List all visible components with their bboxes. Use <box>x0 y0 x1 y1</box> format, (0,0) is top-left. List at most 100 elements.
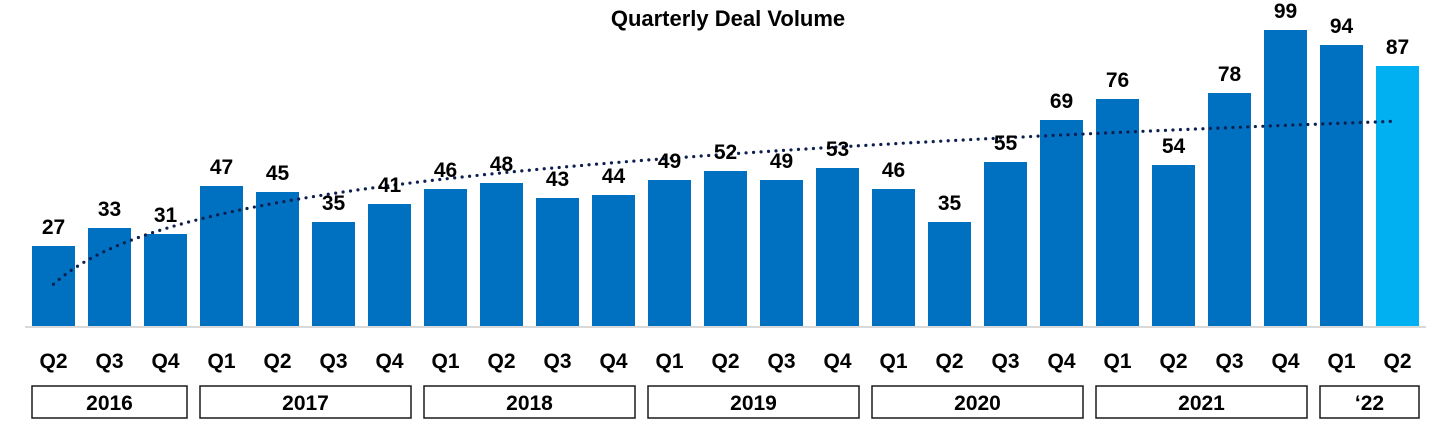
year-box <box>1319 385 1420 419</box>
bar <box>1040 120 1083 327</box>
bar <box>256 192 299 327</box>
data-label: 54 <box>1162 135 1186 158</box>
chart-title: Quarterly Deal Volume <box>611 6 845 31</box>
data-label: 31 <box>154 204 178 227</box>
quarter-tick-label: Q3 <box>95 350 123 373</box>
data-label: 87 <box>1386 36 1409 59</box>
data-label: 99 <box>1274 0 1297 23</box>
year-label: 2018 <box>506 392 553 415</box>
bar <box>480 183 523 327</box>
data-label: 33 <box>98 198 121 221</box>
value-labels-group: 27 33 31 47 45 35 41 46 48 43 44 49 52 49 53 46 35 55 69 76… <box>42 0 1409 239</box>
bar <box>200 186 243 327</box>
quarter-tick-label: Q2 <box>711 350 739 373</box>
bar <box>1208 93 1251 327</box>
bar <box>144 234 187 327</box>
data-label: 35 <box>938 192 962 215</box>
quarter-tick-label: Q1 <box>879 350 907 373</box>
quarter-tick-label: Q1 <box>655 350 683 373</box>
bar <box>424 189 467 327</box>
bar <box>1264 30 1307 327</box>
data-label: 49 <box>770 150 793 173</box>
quarter-tick-label: Q2 <box>1383 350 1411 373</box>
bar <box>536 198 579 327</box>
data-label: 46 <box>434 159 457 182</box>
year-group: ‘22 <box>1319 385 1420 419</box>
quarter-tick-label: Q4 <box>1271 350 1299 373</box>
data-label: 35 <box>322 192 346 215</box>
quarter-tick-label: Q1 <box>1327 350 1355 373</box>
quarter-tick-label: Q3 <box>1215 350 1243 373</box>
data-label: 48 <box>490 153 514 176</box>
bar <box>1320 45 1363 327</box>
quarter-tick-label: Q2 <box>487 350 515 373</box>
quarter-tick-label: Q2 <box>263 350 291 373</box>
quarter-labels-group: Q2 Q3 Q4 Q1 Q2 Q3 Q4 Q1 Q2 Q3 Q4 Q1 Q2 Q3 Q4 Q1 Q2 Q3 Q4 Q1… <box>39 350 1411 373</box>
year-label: 2021 <box>1178 392 1225 415</box>
data-label: 46 <box>882 159 905 182</box>
year-label: 2019 <box>730 392 777 415</box>
trendline <box>51 119 1400 286</box>
quarter-tick-label: Q2 <box>935 350 963 373</box>
quarter-tick-label: Q4 <box>375 350 403 373</box>
year-label: 2020 <box>954 392 1001 415</box>
bar <box>368 204 411 327</box>
quarter-tick-label: Q2 <box>1159 350 1187 373</box>
data-label: 69 <box>1050 90 1073 113</box>
year-box <box>871 385 1084 419</box>
bar <box>592 195 635 327</box>
quarter-tick-label: Q2 <box>39 350 67 373</box>
bar <box>1376 66 1419 327</box>
year-label: 2017 <box>282 392 329 415</box>
data-label: 76 <box>1106 69 1129 92</box>
year-groups: 2016 2017 2018 2019 2020 2021 ‘22 <box>31 385 1420 419</box>
data-label: 43 <box>546 168 569 191</box>
quarter-tick-label: Q4 <box>151 350 179 373</box>
year-group: 2021 <box>1095 385 1308 419</box>
bar <box>1096 99 1139 327</box>
quarter-tick-label: Q1 <box>431 350 459 373</box>
bar <box>984 162 1027 327</box>
data-label: 27 <box>42 216 65 239</box>
quarter-tick-label: Q3 <box>767 350 795 373</box>
data-label: 49 <box>658 150 681 173</box>
year-group: 2018 <box>423 385 636 419</box>
year-box <box>423 385 636 419</box>
data-label: 44 <box>602 165 626 188</box>
data-label: 94 <box>1330 15 1354 38</box>
quarter-tick-label: Q3 <box>991 350 1019 373</box>
year-group: 2020 <box>871 385 1084 419</box>
bar <box>312 222 355 327</box>
year-box <box>647 385 860 419</box>
bar <box>872 189 915 327</box>
year-group: 2019 <box>647 385 860 419</box>
data-label: 47 <box>210 156 233 179</box>
bar <box>704 171 747 327</box>
data-label: 53 <box>826 138 849 161</box>
quarter-tick-label: Q4 <box>599 350 627 373</box>
year-group: 2016 <box>31 385 188 419</box>
bar <box>32 246 75 327</box>
bar <box>816 168 859 327</box>
quarter-tick-label: Q4 <box>1047 350 1075 373</box>
bar <box>928 222 971 327</box>
bar <box>88 228 131 327</box>
data-label: 55 <box>994 132 1018 155</box>
quarter-tick-label: Q3 <box>319 350 347 373</box>
quarter-tick-label: Q4 <box>823 350 851 373</box>
year-box <box>31 385 188 419</box>
data-label: 78 <box>1218 63 1242 86</box>
bar <box>648 180 691 327</box>
year-box <box>1095 385 1308 419</box>
quarter-tick-label: Q3 <box>543 350 571 373</box>
data-label: 52 <box>714 141 737 164</box>
bars-group <box>32 30 1419 327</box>
year-label: 2016 <box>86 392 133 415</box>
year-group: 2017 <box>199 385 412 419</box>
year-label: ‘22 <box>1355 392 1384 415</box>
bar <box>1152 165 1195 327</box>
bar <box>760 180 803 327</box>
data-label: 41 <box>378 174 402 197</box>
data-label: 45 <box>266 162 290 185</box>
